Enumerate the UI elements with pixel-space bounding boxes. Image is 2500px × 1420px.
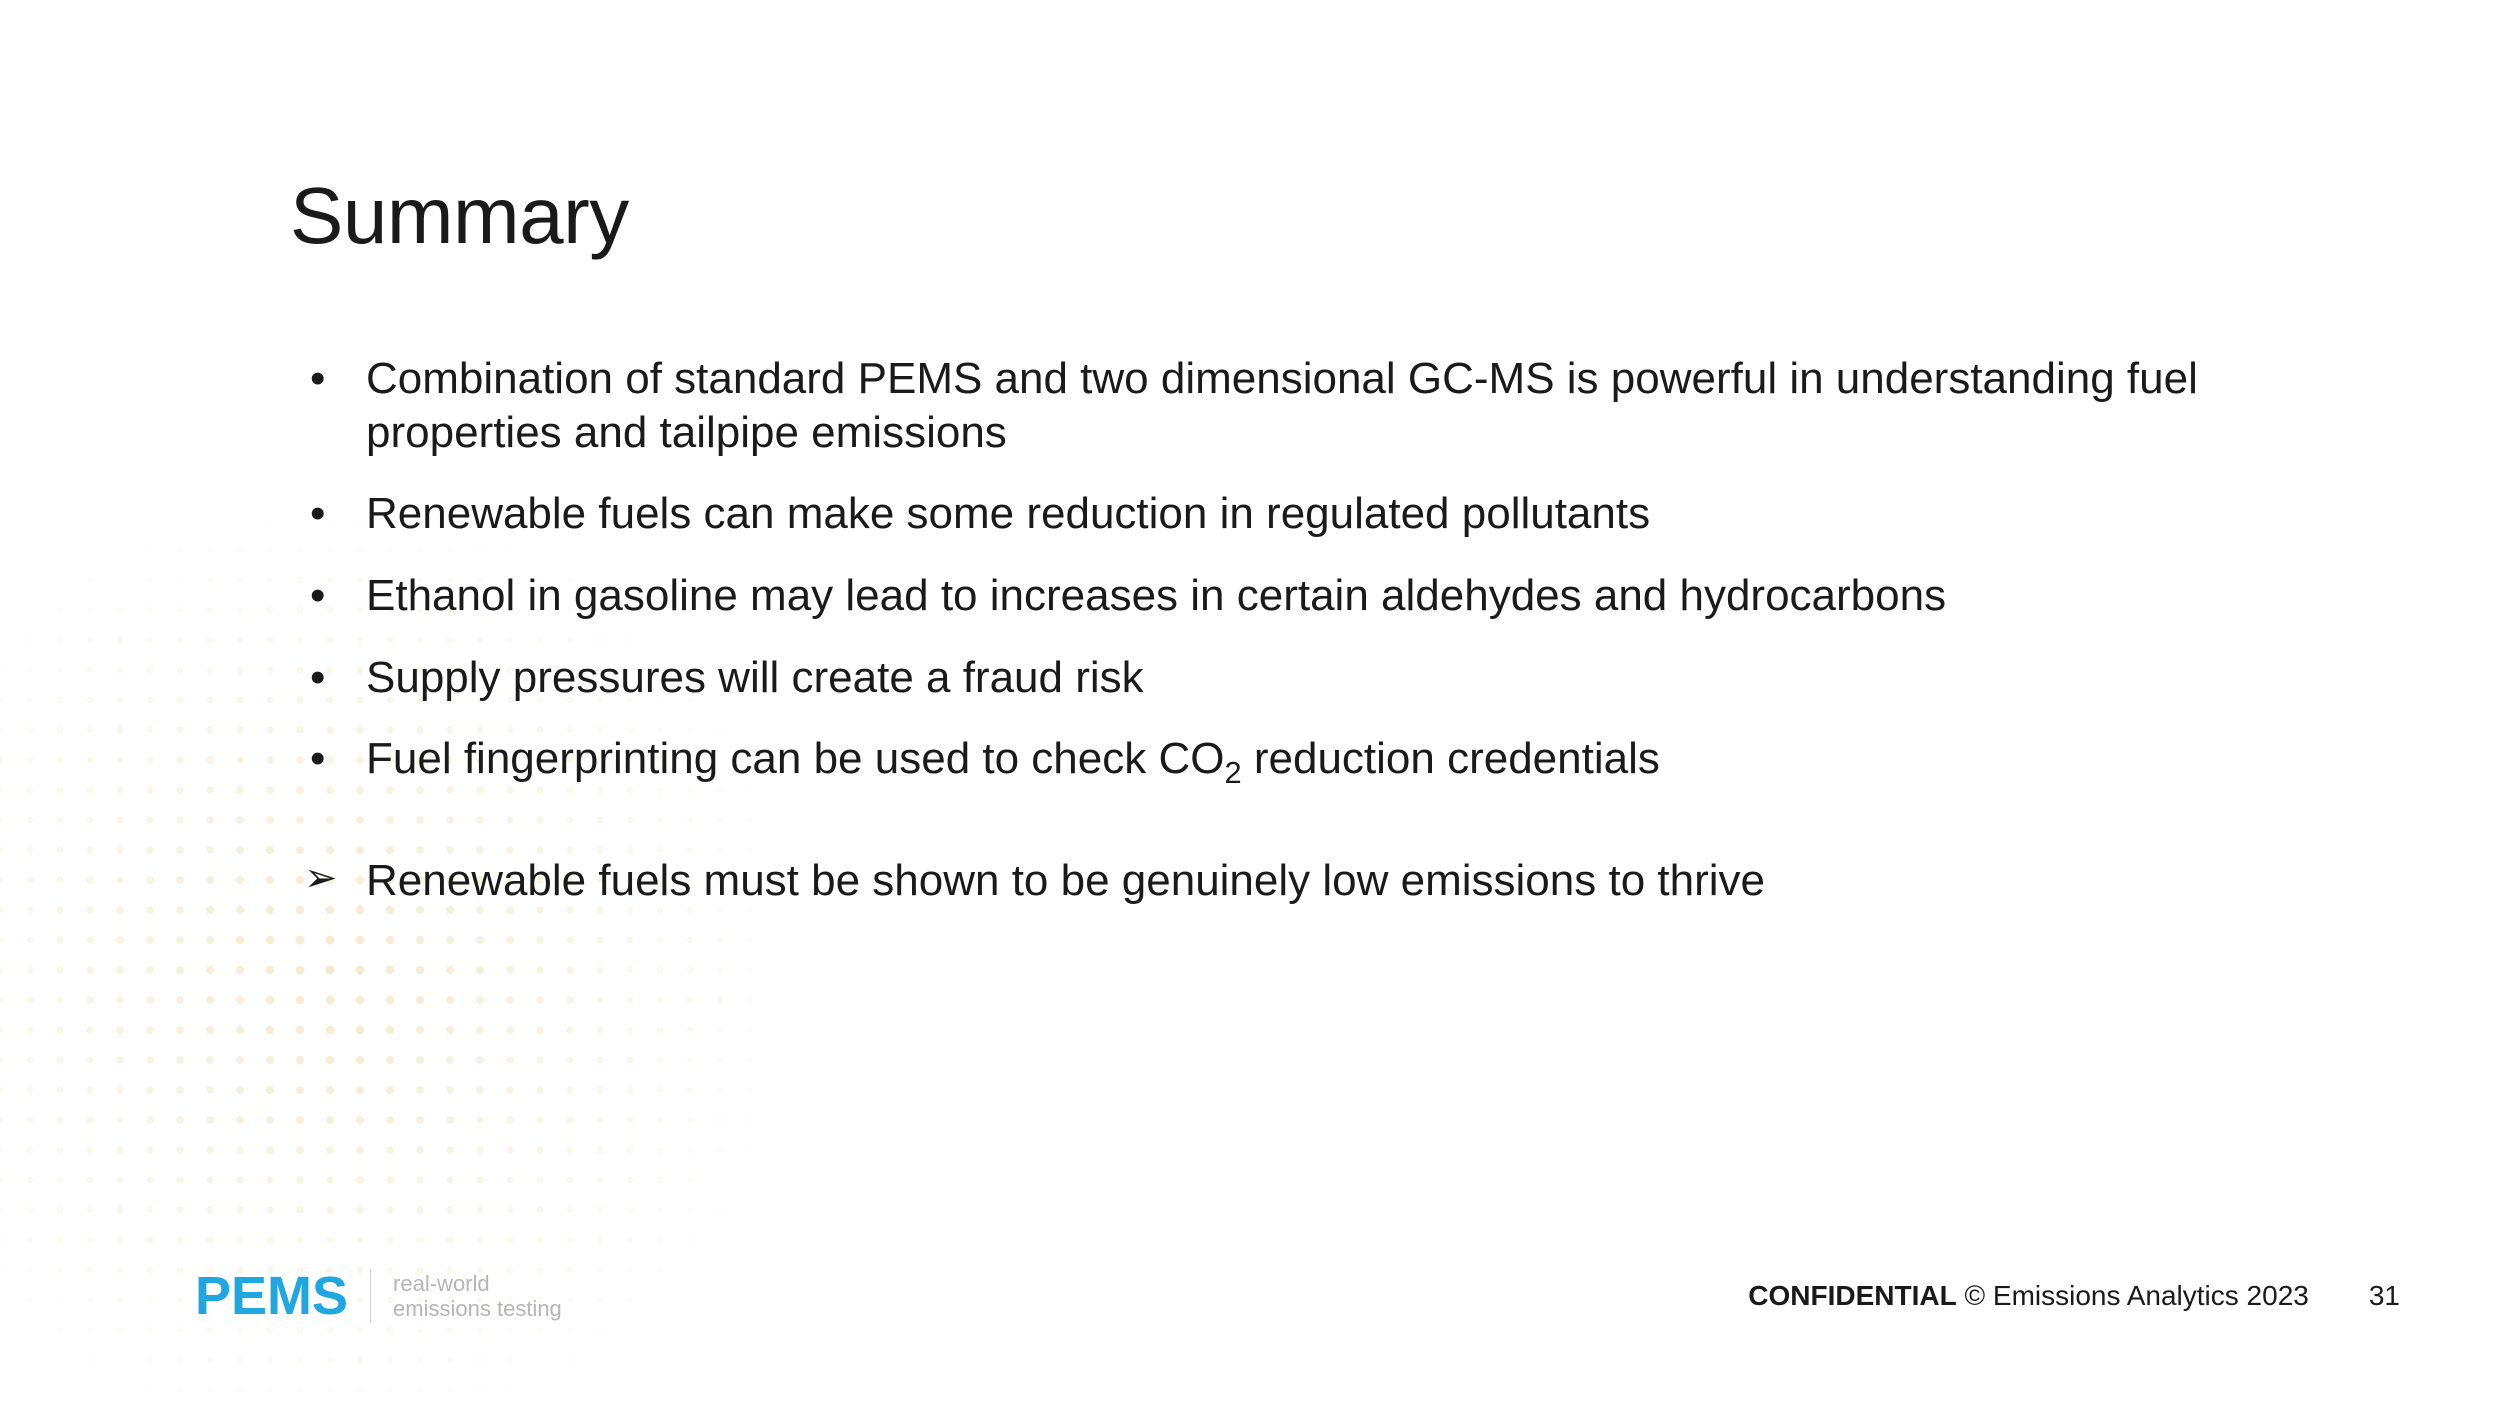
bullet-item: Supply pressures will create a fraud ris… xyxy=(338,651,2220,705)
logo-tagline: real-world emissions testing xyxy=(393,1271,562,1322)
slide-title: Summary xyxy=(290,170,2220,262)
page-number: 31 xyxy=(2369,1280,2400,1312)
bullet-list: Combination of standard PEMS and two dim… xyxy=(290,352,2220,792)
pems-logo: PEMS xyxy=(195,1269,348,1323)
confidential-label: CONFIDENTIAL xyxy=(1748,1280,1956,1311)
bullet-item: Combination of standard PEMS and two dim… xyxy=(338,352,2220,459)
slide-footer: PEMS real-world emissions testing CONFID… xyxy=(0,1256,2500,1336)
tagline-line2: emissions testing xyxy=(393,1296,562,1321)
bullet-co2-subscript: 2 xyxy=(1224,755,1241,790)
bullet-co2-suffix: reduction credentials xyxy=(1242,734,1660,783)
footer-divider xyxy=(370,1269,371,1323)
copyright-text: © Emissions Analytics 2023 xyxy=(1965,1280,2309,1311)
bullet-co2-prefix: Fuel fingerprinting can be used to check… xyxy=(366,734,1224,783)
arrow-item: Renewable fuels must be shown to be genu… xyxy=(338,854,2220,908)
slide-content: Summary Combination of standard PEMS and… xyxy=(0,0,2500,907)
bullet-item: Renewable fuels can make some reduction … xyxy=(338,487,2220,541)
tagline-line1: real-world xyxy=(393,1271,562,1296)
confidential-copyright: CONFIDENTIAL © Emissions Analytics 2023 xyxy=(1748,1280,2309,1312)
footer-left: PEMS real-world emissions testing xyxy=(195,1269,562,1323)
bullet-item-co2: Fuel fingerprinting can be used to check… xyxy=(338,732,2220,791)
bullet-item: Ethanol in gasoline may lead to increase… xyxy=(338,569,2220,623)
footer-right: CONFIDENTIAL © Emissions Analytics 2023 … xyxy=(1748,1280,2400,1312)
arrow-list: Renewable fuels must be shown to be genu… xyxy=(290,854,2220,908)
